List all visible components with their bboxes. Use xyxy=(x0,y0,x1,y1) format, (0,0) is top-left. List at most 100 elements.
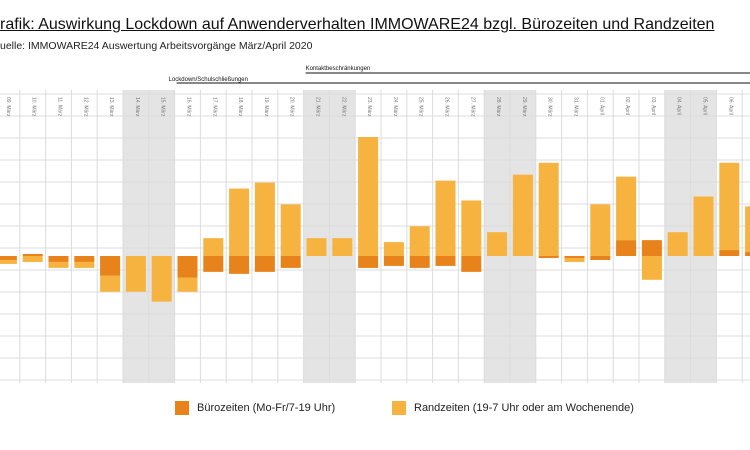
bar-buerozeiten xyxy=(203,256,224,272)
bar-randzeiten xyxy=(616,176,637,241)
bar-buerozeiten xyxy=(74,256,95,262)
x-tick-label: 12. März xyxy=(82,97,88,117)
legend-swatch-rand xyxy=(392,401,406,415)
bar-buerozeiten xyxy=(590,256,611,260)
x-tick-label: 21. März xyxy=(315,97,321,117)
bar-buerozeiten xyxy=(538,256,559,258)
x-tick-label: 30. März xyxy=(547,97,553,117)
weekend-band xyxy=(303,90,330,383)
source-note: uelle: IMMOWARE24 Auswertung Arbeitsvorg… xyxy=(0,40,313,52)
weekend-band xyxy=(329,90,356,383)
legend: Bürozeiten (Mo-Fr/7-19 Uhr) Randzeiten (… xyxy=(0,401,750,421)
bar-buerozeiten xyxy=(409,256,430,268)
bar-randzeiten xyxy=(719,162,740,251)
x-tick-label: 04. April xyxy=(676,97,682,115)
bar-randzeiten xyxy=(100,275,121,292)
x-tick-label: 09. März xyxy=(5,97,11,117)
bar-buerozeiten xyxy=(719,250,740,256)
bar-randzeiten xyxy=(203,238,224,256)
x-tick-label: 20. März xyxy=(289,97,295,117)
bar-buerozeiten xyxy=(745,252,750,256)
bar-randzeiten xyxy=(538,162,559,256)
x-tick-label: 17. März xyxy=(211,97,217,117)
kontakt-annotation-label: Kontaktbeschränkungen xyxy=(306,66,371,72)
x-tick-label: 01. April xyxy=(598,97,604,115)
weekend-band xyxy=(123,90,149,383)
gridlines xyxy=(0,90,750,383)
bar-randzeiten xyxy=(590,204,611,256)
x-tick-label: 27. März xyxy=(469,97,475,117)
x-tick-label: 15. März xyxy=(160,97,166,117)
bar-randzeiten xyxy=(383,242,404,256)
legend-item-buero: Bürozeiten (Mo-Fr/7-19 Uhr) xyxy=(175,401,335,415)
x-tick-label: 23. März xyxy=(366,97,372,117)
x-tick-label: 22. März xyxy=(340,97,346,117)
bar-buerozeiten xyxy=(280,256,301,268)
x-tick-label: 26. März xyxy=(444,97,450,117)
bar-randzeiten xyxy=(74,261,95,268)
bar-randzeiten xyxy=(22,256,43,262)
bars xyxy=(0,137,750,302)
bar-randzeiten xyxy=(487,232,508,256)
bar-randzeiten xyxy=(229,188,250,256)
x-tick-labels: 09. März 10. März 11. März 12. März 13. März… xyxy=(5,97,733,117)
legend-label-rand: Randzeiten (19-7 Uhr oder am Wochenende) xyxy=(414,402,634,414)
x-tick-label: 03. April xyxy=(650,97,656,115)
bar-buerozeiten xyxy=(383,256,404,266)
bar-randzeiten xyxy=(280,204,301,256)
page-title: rafik: Auswirkung Lockdown auf Anwenderv… xyxy=(0,16,715,33)
bar-buerozeiten xyxy=(616,240,637,256)
weekend-band xyxy=(148,90,175,383)
bar-randzeiten xyxy=(693,196,714,256)
bar-randzeiten xyxy=(564,257,585,262)
bar-randzeiten xyxy=(461,200,482,256)
bar-randzeiten xyxy=(358,137,379,256)
bar-buerozeiten xyxy=(254,256,275,272)
bar-randzeiten xyxy=(512,174,533,256)
bar-buerozeiten xyxy=(435,256,456,266)
bar-buerozeiten xyxy=(229,256,250,274)
bar-randzeiten xyxy=(332,238,353,256)
bar-randzeiten xyxy=(745,206,750,253)
bar-randzeiten-negative xyxy=(641,256,662,280)
bar-buerozeiten xyxy=(564,256,585,258)
x-tick-label: 24. März xyxy=(392,97,398,117)
x-tick-label: 13. März xyxy=(108,97,114,117)
bar-buerozeiten xyxy=(641,240,662,256)
bar-randzeiten xyxy=(48,261,69,268)
bar-randzeiten xyxy=(0,259,17,264)
bar-randzeiten xyxy=(306,238,327,256)
bar-buerozeiten xyxy=(48,256,69,262)
x-tick-label: 02. April xyxy=(624,97,630,115)
x-tick-label: 19. März xyxy=(263,97,269,117)
bar-randzeiten xyxy=(667,232,688,256)
x-tick-label: 14. März xyxy=(134,97,140,117)
bar-buerozeiten xyxy=(177,256,198,278)
bar-buerozeiten xyxy=(0,256,17,260)
bar-randzeiten xyxy=(177,277,198,292)
bar-buerozeiten xyxy=(358,256,379,268)
legend-label-buero: Bürozeiten (Mo-Fr/7-19 Uhr) xyxy=(197,402,336,414)
x-tick-label: 29. März xyxy=(521,97,527,117)
bar-randzeiten xyxy=(409,226,430,256)
lockdown-annotation-label: Lockdown/Schulschließungen xyxy=(169,77,248,83)
annotations: Kontaktbeschränkungen Lockdown/Schulschl… xyxy=(169,66,750,84)
x-tick-label: 31. März xyxy=(573,97,579,117)
legend-item-rand: Randzeiten (19-7 Uhr oder am Wochenende) xyxy=(392,401,634,415)
bar-randzeiten xyxy=(151,256,172,302)
x-tick-label: 05. April xyxy=(702,97,708,115)
x-tick-label: 25. März xyxy=(418,97,424,117)
bar-buerozeiten xyxy=(461,256,482,272)
x-tick-label: 06. April xyxy=(727,97,733,115)
x-tick-label: 11. März xyxy=(57,97,63,117)
x-tick-label: 10. März xyxy=(31,97,37,117)
bar-randzeiten xyxy=(435,180,456,256)
legend-swatch-buero xyxy=(175,401,189,415)
bar-buerozeiten xyxy=(100,256,121,276)
x-tick-label: 16. März xyxy=(186,97,192,117)
bar-randzeiten xyxy=(254,182,275,256)
bar-randzeiten xyxy=(125,256,146,292)
x-tick-label: 28. März xyxy=(495,97,501,117)
x-tick-label: 18. März xyxy=(237,97,243,117)
